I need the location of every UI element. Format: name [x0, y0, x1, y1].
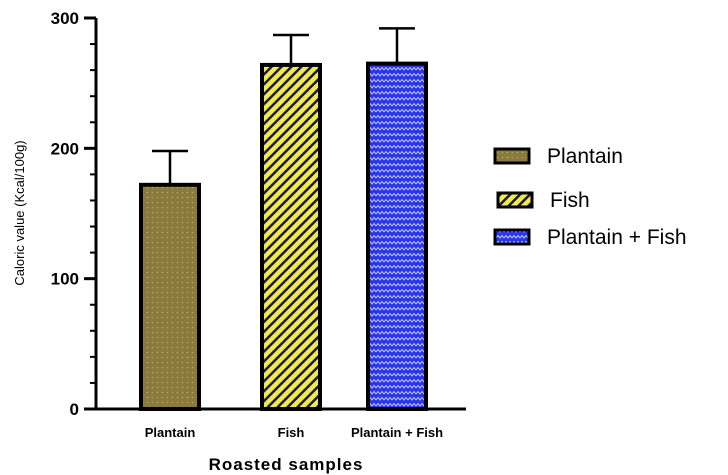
legend-swatch: [496, 191, 534, 209]
category-labels: Plantain Fish Plantain + Fish: [145, 425, 443, 440]
x-tick-label: Plantain + Fish: [351, 425, 443, 440]
y-tick-label: 300: [51, 9, 79, 28]
legend-label: Fish: [550, 189, 590, 212]
y-tick-label: 0: [70, 400, 79, 419]
bar-plantain-fish: [366, 61, 428, 411]
x-tick-label: Fish: [278, 425, 305, 440]
bar-plantain: [139, 182, 201, 411]
legend-label: Plantain + Fish: [547, 226, 687, 249]
legend: Plantain Fish Plantain + Fish: [493, 145, 687, 249]
error-bars: [152, 27, 415, 185]
bars: [139, 61, 428, 411]
x-axis-title: Roasted samples: [209, 455, 364, 474]
y-axis-title: Caloric value (Kcal/100g): [12, 140, 27, 285]
legend-label: Plantain: [547, 145, 623, 168]
x-tick-label: Plantain: [145, 425, 196, 440]
y-tick-label: 200: [51, 139, 79, 158]
bar-fish: [260, 62, 322, 411]
y-tick-label: 100: [51, 270, 79, 289]
legend-swatch: [493, 147, 531, 165]
legend-swatch: [493, 228, 531, 246]
